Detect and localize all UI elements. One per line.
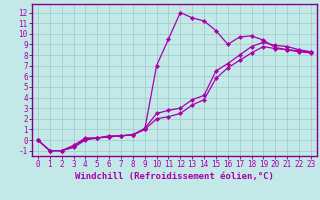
- X-axis label: Windchill (Refroidissement éolien,°C): Windchill (Refroidissement éolien,°C): [75, 172, 274, 181]
